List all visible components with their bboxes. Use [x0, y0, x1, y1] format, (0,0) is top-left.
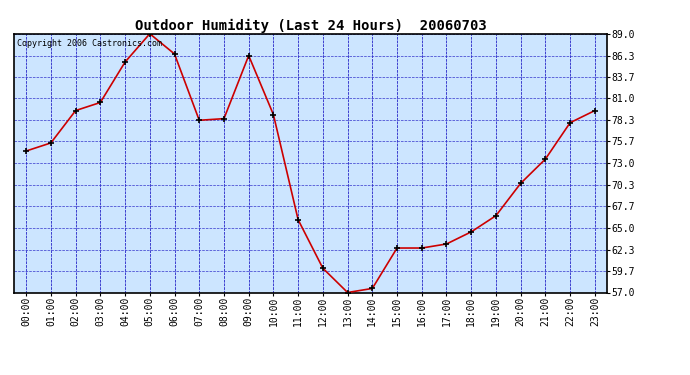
Text: Copyright 2006 Castronics.com: Copyright 2006 Castronics.com — [17, 39, 161, 48]
Title: Outdoor Humidity (Last 24 Hours)  20060703: Outdoor Humidity (Last 24 Hours) 2006070… — [135, 18, 486, 33]
